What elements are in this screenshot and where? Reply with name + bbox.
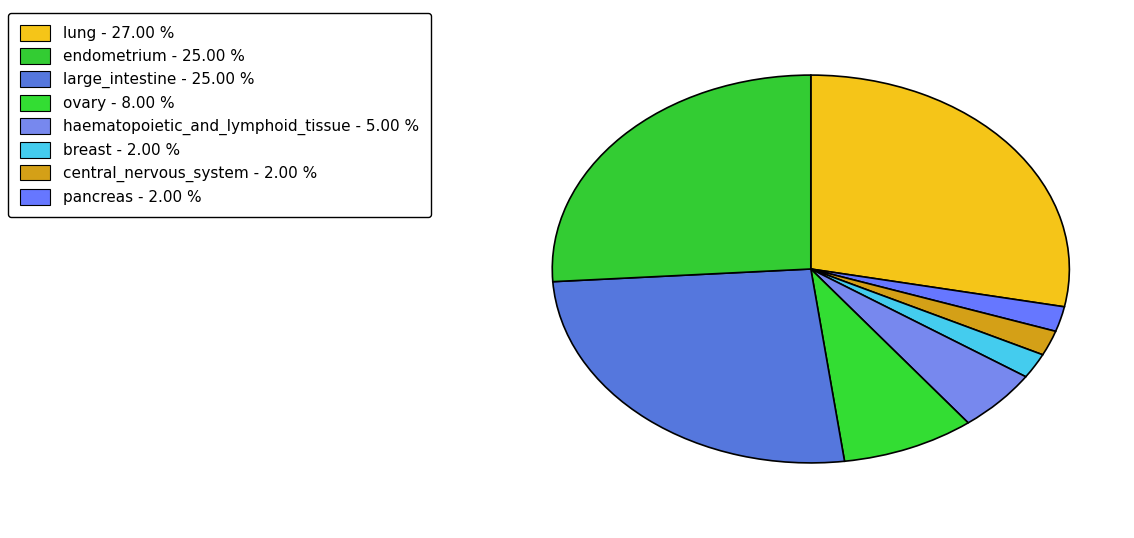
Wedge shape: [811, 269, 1042, 377]
Legend: lung - 27.00 %, endometrium - 25.00 %, large_intestine - 25.00 %, ovary - 8.00 %: lung - 27.00 %, endometrium - 25.00 %, l…: [8, 13, 431, 217]
Wedge shape: [552, 75, 811, 282]
Wedge shape: [811, 269, 1026, 423]
Wedge shape: [552, 269, 845, 463]
Wedge shape: [811, 269, 1056, 355]
Wedge shape: [811, 269, 968, 461]
Wedge shape: [811, 269, 1065, 331]
Wedge shape: [811, 75, 1069, 307]
